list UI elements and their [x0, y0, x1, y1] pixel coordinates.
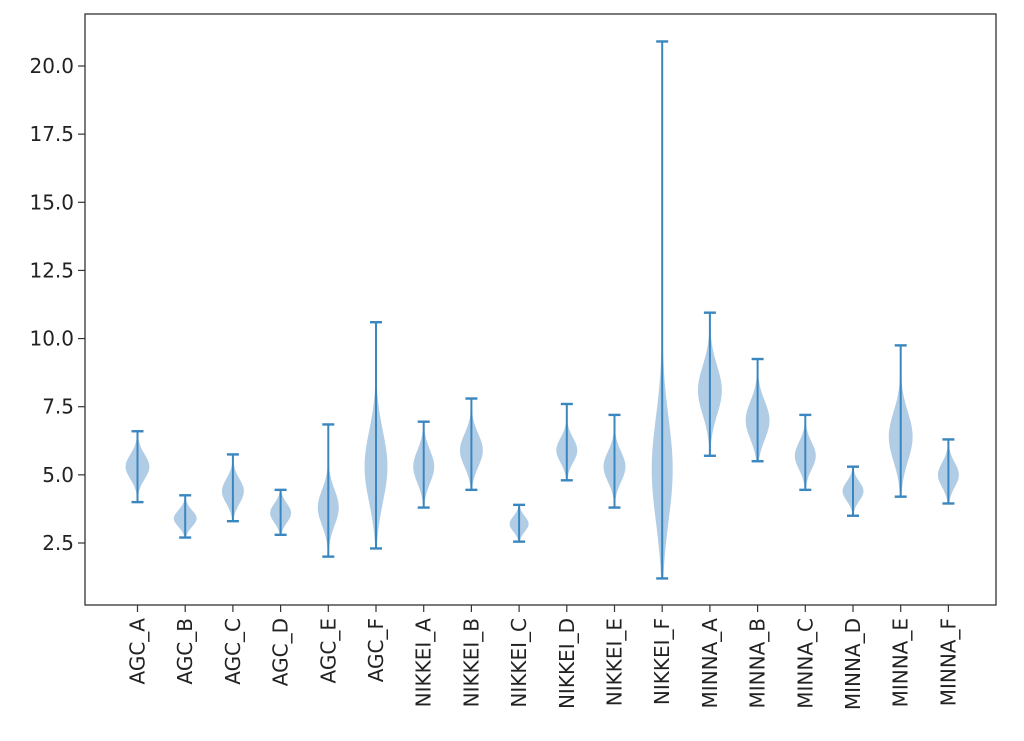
x-tick-label: AGC_C	[221, 618, 245, 685]
violin-agc-f	[364, 321, 388, 550]
violin-agc-c	[221, 453, 244, 523]
x-tick-label: AGC_D	[269, 618, 293, 686]
y-tick-label: 2.5	[42, 531, 74, 555]
x-tick-label: AGC_A	[126, 618, 150, 685]
x-tick-label: NIKKEI_B	[459, 618, 483, 707]
x-tick-label: AGC_F	[364, 618, 388, 682]
x-tick-label: MINNA_E	[889, 618, 913, 707]
violin-nikkei-a	[413, 420, 435, 509]
x-tick-label: NIKKEI_F	[650, 618, 674, 705]
y-tick-label: 5.0	[42, 463, 74, 487]
x-tick-label: AGC_E	[316, 618, 340, 683]
violin-nikkei-e	[603, 413, 626, 509]
y-tick-label: 15.0	[29, 190, 74, 214]
x-tick-label: MINNA_D	[841, 618, 865, 710]
x-tick-label: MINNA_F	[936, 618, 960, 706]
violin-minna-c	[794, 413, 816, 492]
violin-agc-b	[173, 494, 197, 539]
y-tick-label: 20.0	[29, 54, 74, 78]
violin-agc-d	[270, 488, 292, 537]
plot-area-frame	[84, 13, 997, 606]
y-tick-label: 7.5	[42, 395, 74, 419]
violin-agc-a	[125, 430, 150, 504]
x-axis: AGC_A AGC_B AGC_C AGC_D AGC_E AGC_F NIKKEI_A NI…	[126, 605, 960, 710]
y-tick-label: 17.5	[29, 122, 74, 146]
x-tick-label: MINNA_C	[793, 618, 817, 709]
violin-minna-d	[842, 465, 864, 517]
x-tick-label: MINNA_B	[746, 618, 770, 708]
violin-agc-e	[317, 423, 339, 558]
x-tick-label: AGC_B	[173, 618, 197, 685]
violin-nikkei-c	[509, 503, 529, 543]
x-tick-label: MINNA_A	[698, 618, 722, 709]
violin-nikkei-b	[459, 397, 483, 492]
violin-minna-a	[697, 311, 722, 457]
violin-nikkei-d	[556, 402, 578, 482]
y-tick-label: 12.5	[29, 258, 74, 282]
x-tick-label: NIKKEI_D	[555, 618, 579, 709]
x-tick-label: NIKKEI_C	[507, 618, 531, 708]
violin-minna-b	[745, 357, 770, 463]
violin-minna-f	[937, 438, 959, 505]
x-tick-label: NIKKEI_A	[412, 618, 436, 708]
y-axis: 2.5 5.0 7.5 10.0 12.5 15.0 17.5 20.0	[29, 54, 85, 555]
violin-nikkei-f	[651, 40, 673, 580]
y-tick-label: 10.0	[29, 327, 74, 351]
violin-minna-e	[888, 344, 913, 498]
violins-layer	[125, 40, 959, 580]
x-tick-label: NIKKEI_E	[603, 618, 627, 706]
